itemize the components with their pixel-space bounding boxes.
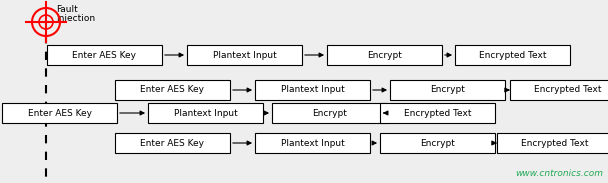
Text: Plantext Input: Plantext Input bbox=[281, 85, 344, 94]
Bar bbox=[255, 133, 370, 153]
Text: Injection: Injection bbox=[56, 14, 95, 23]
Text: Enter AES Key: Enter AES Key bbox=[140, 139, 204, 147]
Bar bbox=[47, 45, 162, 65]
Text: www.cntronics.com: www.cntronics.com bbox=[515, 169, 603, 178]
Text: Plantext Input: Plantext Input bbox=[281, 139, 344, 147]
Text: Encrypted Text: Encrypted Text bbox=[404, 109, 471, 117]
Text: Enter AES Key: Enter AES Key bbox=[27, 109, 91, 117]
Bar bbox=[497, 133, 608, 153]
Text: Encrypted Text: Encrypted Text bbox=[478, 51, 546, 59]
Text: Plantext Input: Plantext Input bbox=[174, 109, 237, 117]
Bar bbox=[327, 45, 442, 65]
Text: Enter AES Key: Enter AES Key bbox=[140, 85, 204, 94]
Text: Encrypt: Encrypt bbox=[367, 51, 402, 59]
Text: Encrypt: Encrypt bbox=[430, 85, 465, 94]
Text: Encrypted Text: Encrypted Text bbox=[520, 139, 589, 147]
Text: Enter AES Key: Enter AES Key bbox=[72, 51, 137, 59]
Bar bbox=[2, 103, 117, 123]
Text: Plantext Input: Plantext Input bbox=[213, 51, 277, 59]
Bar bbox=[115, 80, 230, 100]
Text: Encrypted Text: Encrypted Text bbox=[534, 85, 601, 94]
Bar bbox=[390, 80, 505, 100]
Text: Fault: Fault bbox=[56, 5, 78, 14]
Bar bbox=[380, 103, 495, 123]
Bar bbox=[510, 80, 608, 100]
Text: Encrypt: Encrypt bbox=[312, 109, 347, 117]
Bar bbox=[272, 103, 387, 123]
Bar bbox=[455, 45, 570, 65]
Text: Encrypt: Encrypt bbox=[420, 139, 455, 147]
Bar bbox=[187, 45, 302, 65]
Bar bbox=[380, 133, 495, 153]
Bar bbox=[255, 80, 370, 100]
Bar bbox=[115, 133, 230, 153]
Bar bbox=[148, 103, 263, 123]
